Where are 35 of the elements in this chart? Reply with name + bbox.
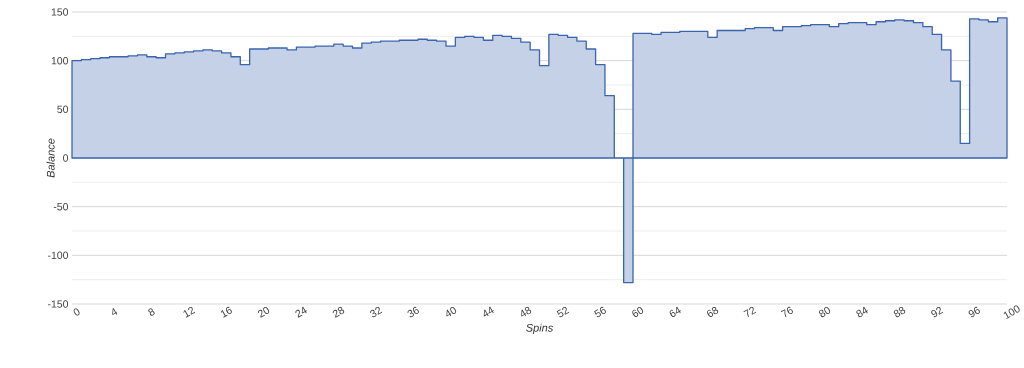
x-tick-label: 28 <box>332 306 345 318</box>
y-tick-label: 50 <box>57 105 69 114</box>
x-tick-label: 80 <box>818 306 831 318</box>
x-tick-label: 20 <box>257 306 270 318</box>
x-tick-label: 72 <box>743 306 757 318</box>
x-tick-label: 8 <box>148 308 155 316</box>
x-tick-label: 44 <box>483 306 494 317</box>
x-tick-label: 88 <box>893 306 906 318</box>
x-tick-label: 64 <box>669 306 681 317</box>
y-tick-label: -50 <box>53 202 69 211</box>
x-axis-title: Spins <box>526 323 554 334</box>
x-tick-label: 36 <box>407 306 419 318</box>
x-tick-label: 96 <box>968 306 980 318</box>
x-tick-label: 40 <box>446 306 457 317</box>
x-tick-label: 76 <box>780 306 793 318</box>
x-tick-label: 52 <box>556 306 570 318</box>
x-tick-label: 16 <box>220 306 232 318</box>
x-tick-label: 60 <box>632 306 644 317</box>
x-tick-label: 68 <box>707 306 719 317</box>
y-axis-title: Balance <box>46 138 55 178</box>
x-tick-label: 48 <box>521 306 532 317</box>
y-tick-label: 150 <box>51 8 69 16</box>
x-tick-label: 24 <box>295 306 307 318</box>
x-tick-label: 84 <box>856 306 868 318</box>
x-tick-label: 32 <box>370 306 383 318</box>
x-tick-label: 100 <box>1003 305 1020 320</box>
x-tick-label: 4 <box>112 308 118 315</box>
y-tick-label: 100 <box>51 56 69 65</box>
x-tick-label: 92 <box>931 306 944 318</box>
x-tick-label: 56 <box>594 306 606 318</box>
y-tick-label: -100 <box>47 251 69 260</box>
x-tick-label: 0 <box>73 308 80 316</box>
y-tick-label: 0 <box>63 154 69 162</box>
y-tick-label: -150 <box>47 300 69 308</box>
x-tick-label: 12 <box>183 306 196 318</box>
